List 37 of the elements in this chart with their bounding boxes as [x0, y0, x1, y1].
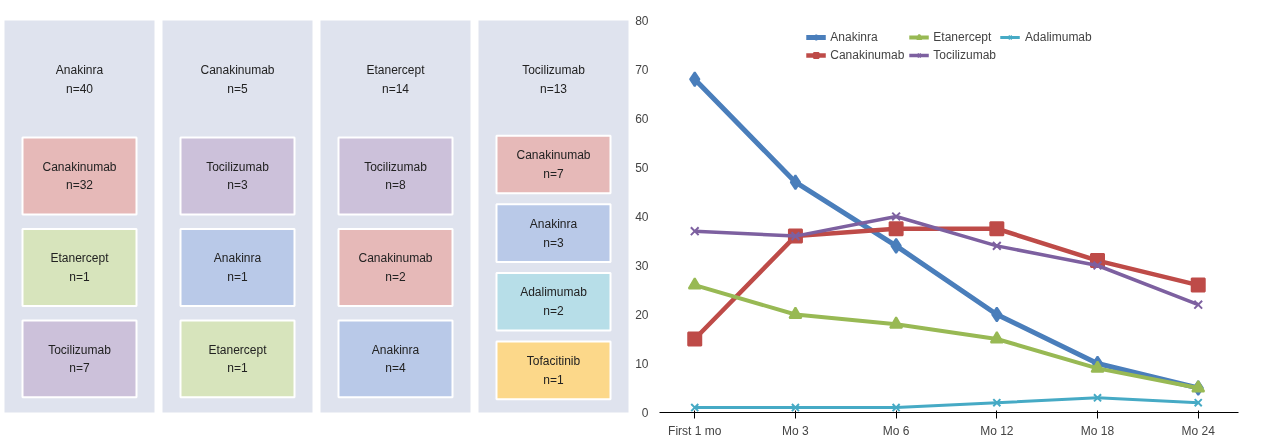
- text: Anakinra n=4: [371, 342, 420, 376]
- x-tick-label: Mo 18: [1080, 423, 1115, 438]
- text: Canakinumab n=5: [200, 62, 275, 96]
- text: Canakinumab n=2: [358, 251, 433, 284]
- y-tick-label: 30: [635, 259, 649, 273]
- text: Tocilizumab n=3: [206, 159, 270, 193]
- y-tick-label: 0: [641, 406, 649, 420]
- y-tick-label: 50: [635, 161, 649, 175]
- legend-label: Tocilizumab: [933, 48, 997, 62]
- x-tick-label: Mo 12: [980, 423, 1014, 438]
- text: Tocilizumab n=7: [48, 342, 112, 376]
- text: Adalimumab n=2: [520, 285, 588, 319]
- legend-label: Adalimumab: [1025, 30, 1092, 44]
- x-tick-label: Mo 3: [782, 423, 810, 438]
- text: Tocilizumab n=13: [522, 62, 586, 96]
- legend-label: Etanercept: [933, 30, 992, 44]
- text: Anakinra n=40: [55, 62, 104, 96]
- y-tick-label: 70: [635, 63, 649, 77]
- text: Anakinra n=1: [213, 251, 262, 284]
- text: Anakinra n=3: [529, 216, 578, 250]
- legend-label: Canakinumab: [830, 48, 905, 62]
- y-tick-label: 20: [635, 308, 649, 322]
- x-tick-label: Mo 6: [882, 423, 910, 438]
- x-tick-label: First 1 mo: [668, 423, 722, 438]
- y-tick-label: 40: [635, 210, 649, 224]
- y-tick-label: 10: [635, 357, 649, 371]
- text: Etanercept n=1: [50, 251, 110, 284]
- text: Canakinumab n=7: [516, 148, 591, 181]
- y-tick-label: 60: [635, 112, 649, 126]
- text: Etanercept n=14: [366, 62, 426, 96]
- y-tick-label: 80: [635, 14, 649, 28]
- text: Etanercept n=1: [208, 342, 268, 376]
- legend-label: Anakinra: [830, 30, 878, 44]
- text: Tofacitinib n=1: [526, 353, 581, 387]
- x-tick-label: Mo 24: [1181, 423, 1216, 438]
- text: Canakinumab n=32: [42, 159, 117, 193]
- text: Tocilizumab n=8: [364, 159, 428, 193]
